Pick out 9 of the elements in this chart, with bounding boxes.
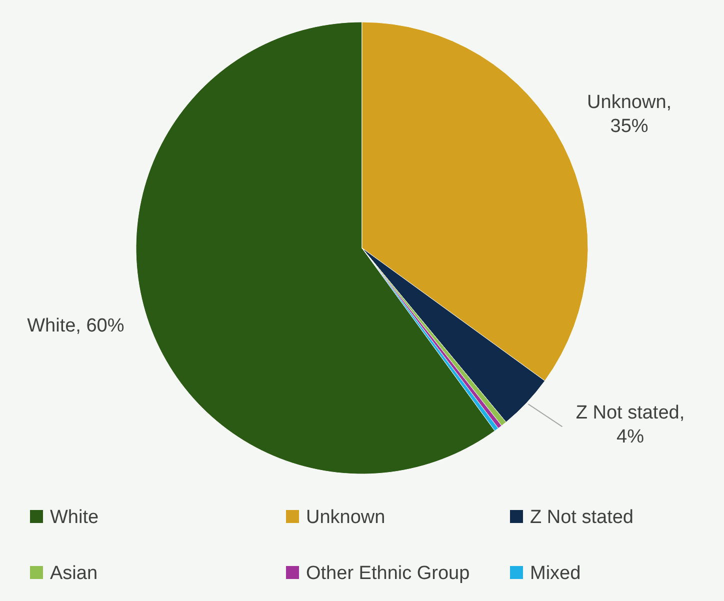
data-label: Z Not stated, 4% [576, 402, 685, 448]
legend-label: Z Not stated [530, 507, 634, 528]
legend-label: Mixed [530, 563, 581, 584]
legend-label: Asian [50, 563, 98, 584]
data-label: White, 60% [27, 315, 124, 336]
data-label: Unknown, 35% [587, 92, 672, 137]
legend-label: White [50, 507, 99, 528]
legend-label: Unknown [306, 507, 386, 528]
legend-label: Other Ethnic Group [306, 563, 470, 584]
